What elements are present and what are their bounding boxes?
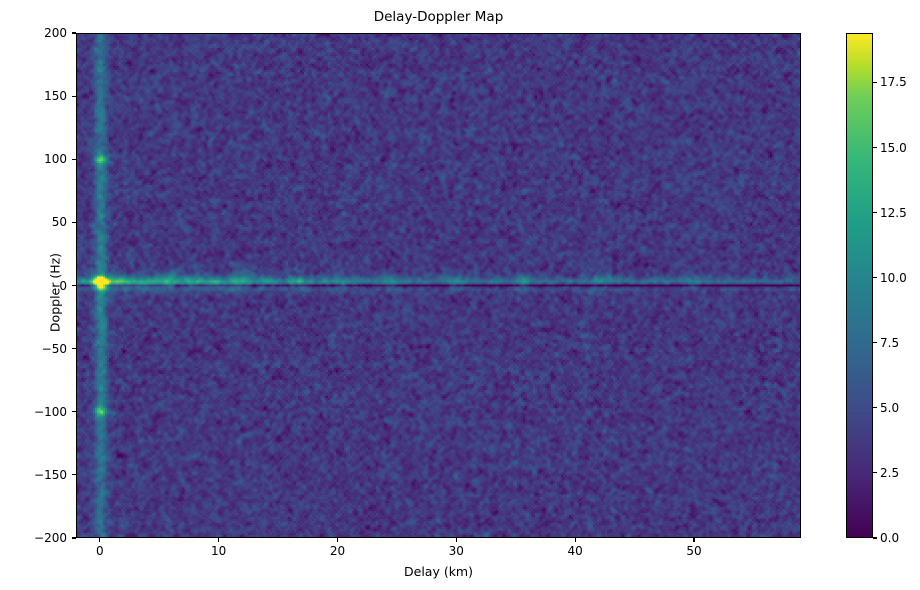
x-tick-label: 10 <box>210 544 227 558</box>
y-tick-mark <box>72 348 76 350</box>
colorbar-tick-mark <box>873 81 877 83</box>
y-tick-label: −50 <box>41 341 67 356</box>
page-title: Delay-Doppler Map <box>373 9 504 25</box>
colorbar-tick-mark <box>873 342 877 344</box>
y-tick-mark <box>72 32 76 34</box>
y-tick-mark <box>72 284 76 287</box>
colorbar-tick-label: 7.5 <box>880 335 900 350</box>
x-tick-label: 50 <box>686 544 702 558</box>
x-axis-label: Delay (km) <box>404 564 473 579</box>
x-tick-label: 20 <box>329 544 346 558</box>
colorbar-tick-mark <box>873 407 877 409</box>
x-tick-label: 0 <box>95 544 104 558</box>
y-tick-label: 0 <box>59 278 67 293</box>
colorbar-tick-mark <box>873 537 877 539</box>
colorbar-tick-label: 15.0 <box>880 140 907 155</box>
y-tick-mark <box>72 411 76 413</box>
x-tick-mark <box>455 538 457 542</box>
y-tick-mark <box>72 474 76 476</box>
x-tick-label: 40 <box>567 544 583 558</box>
colorbar-tick-mark <box>873 472 877 474</box>
colorbar-gradient <box>847 34 872 537</box>
x-tick-mark <box>574 538 576 542</box>
y-tick-label: 150 <box>44 89 67 104</box>
colorbar <box>846 33 873 538</box>
y-tick-mark <box>72 221 76 223</box>
y-axis-label: Doppler (Hz) <box>47 252 63 333</box>
y-tick-mark <box>72 158 76 160</box>
colorbar-tick-label: 17.5 <box>880 75 907 90</box>
colorbar-tick-mark <box>873 146 877 149</box>
y-tick-label: 100 <box>44 152 67 167</box>
colorbar-tick-label: 5.0 <box>880 400 900 415</box>
heatmap-plot-area <box>76 33 801 538</box>
y-tick-label: −100 <box>34 404 67 419</box>
x-tick-mark <box>99 538 101 542</box>
x-tick-label: 30 <box>448 544 464 558</box>
y-tick-label: −200 <box>34 531 67 545</box>
y-tick-label: 50 <box>51 215 67 230</box>
colorbar-tick-label: 0.0 <box>880 531 900 545</box>
x-tick-mark <box>336 538 339 542</box>
y-tick-label: 200 <box>44 26 67 40</box>
colorbar-tick-label: 12.5 <box>880 205 907 220</box>
colorbar-tick-mark <box>873 212 877 214</box>
y-tick-mark <box>72 537 76 539</box>
y-tick-mark <box>72 95 76 97</box>
x-tick-mark <box>693 538 695 542</box>
x-tick-mark <box>218 538 220 542</box>
colorbar-tick-label: 2.5 <box>880 465 900 480</box>
delay-doppler-heatmap <box>77 34 800 537</box>
colorbar-tick-mark <box>873 277 877 279</box>
y-tick-label: −150 <box>34 467 67 482</box>
colorbar-tick-label: 10.0 <box>880 270 907 285</box>
